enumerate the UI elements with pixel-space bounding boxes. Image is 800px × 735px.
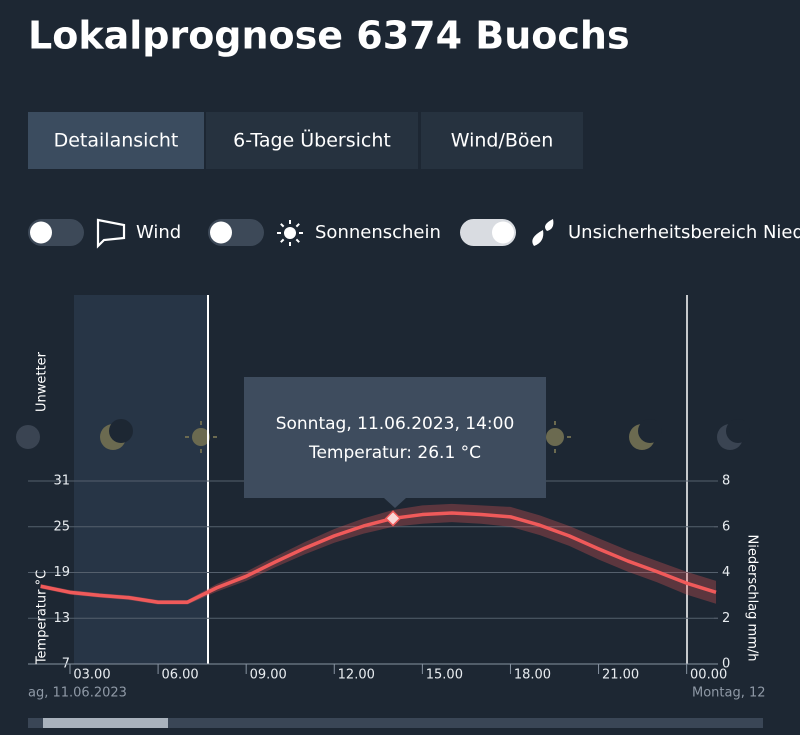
x-tick-label: 18.00	[514, 668, 551, 683]
drop-icon	[532, 219, 554, 246]
x-tick-label: 15.00	[426, 668, 463, 683]
y2-tick-label: 6	[722, 519, 730, 534]
x-tick-label: 21.00	[602, 668, 639, 683]
y2-tick-label: 2	[722, 611, 730, 626]
toggle-icon	[96, 218, 126, 249]
tooltip-box	[244, 377, 546, 498]
tooltip-line: Sonntag, 11.06.2023, 14:00	[276, 414, 515, 434]
sun-ray	[295, 223, 300, 228]
y-axis-label: Temperatur °C	[35, 570, 50, 665]
y2-tick-label: 0	[722, 657, 730, 672]
page-title: Lokalprognose 6374 Buochs	[28, 14, 630, 58]
toggle-label[interactable]: Sonnenschein	[315, 222, 441, 243]
toggle-icon	[532, 219, 554, 246]
x-tick-label: 00.00	[690, 668, 727, 683]
scrollbar-track[interactable]	[28, 718, 763, 728]
tab[interactable]: 6-Tage Übersicht	[206, 112, 418, 169]
toggle[interactable]: Unsicherheitsbereich Niede	[460, 219, 800, 246]
tab[interactable]: Wind/Böen	[421, 112, 583, 169]
y2-axis-label: Niederschlag mm/h	[745, 535, 760, 662]
sun-icon	[192, 428, 210, 446]
toggle[interactable]: Sonnenschein	[208, 219, 441, 246]
toggle-knob[interactable]	[492, 221, 514, 244]
tab-background[interactable]	[206, 112, 418, 169]
moon-cut	[726, 419, 750, 443]
temperature-line	[40, 511, 717, 604]
wind-icon	[96, 218, 126, 249]
toggle-label[interactable]: Unsicherheitsbereich Niede	[568, 222, 800, 243]
x-tick-label: 03.00	[73, 668, 110, 683]
sun-ray	[280, 238, 285, 243]
moon-cut	[638, 419, 662, 443]
toggle[interactable]: Wind	[28, 218, 181, 249]
sun-icon	[546, 428, 564, 446]
tab-label[interactable]: 6-Tage Übersicht	[233, 129, 391, 152]
tooltip-line: Temperatur: 26.1 °C	[308, 443, 481, 463]
sun-icon	[284, 227, 296, 239]
moon-sun-row	[16, 419, 750, 453]
controls: Detailansicht 6-Tage Übersicht Wind/Böen Wi…	[28, 112, 800, 249]
row-label: Unwetter	[35, 351, 50, 412]
tab-background[interactable]	[28, 112, 204, 169]
y-tick-label: 25	[53, 519, 70, 534]
y2-tick-label: 4	[722, 565, 730, 580]
past-shade	[74, 295, 208, 664]
tab-label[interactable]: Wind/Böen	[451, 130, 554, 152]
hover-point	[384, 510, 402, 527]
y-tick-label: 31	[53, 474, 70, 489]
toggle-knob[interactable]	[30, 221, 52, 244]
date-label: Montag, 12	[692, 686, 766, 701]
x-tick-label: 12.00	[338, 668, 375, 683]
sun-ray	[295, 238, 300, 243]
sun-ray	[280, 223, 285, 228]
x-tick-label: 09.00	[250, 668, 287, 683]
scrollbar-thumb[interactable]	[43, 718, 168, 728]
toggle-icon	[277, 220, 303, 246]
tooltip: Sonntag, 11.06.2023, 14:00 Temperatur: 2…	[244, 377, 546, 508]
y-tick-label: 19	[53, 565, 70, 580]
toggle-knob[interactable]	[210, 221, 232, 244]
moon-icon	[16, 425, 40, 449]
y-tick-label: 13	[53, 611, 70, 626]
tab-background[interactable]	[421, 112, 583, 169]
tooltip-pointer	[384, 498, 406, 508]
tab-label[interactable]: Detailansicht	[54, 130, 179, 152]
y2-tick-label: 8	[722, 474, 730, 489]
tab[interactable]: Detailansicht	[28, 112, 204, 169]
toggle-label[interactable]: Wind	[136, 222, 181, 243]
moon-cut	[109, 419, 133, 443]
date-label: ag, 11.06.2023	[28, 686, 127, 701]
x-tick-label: 06.00	[161, 668, 198, 683]
